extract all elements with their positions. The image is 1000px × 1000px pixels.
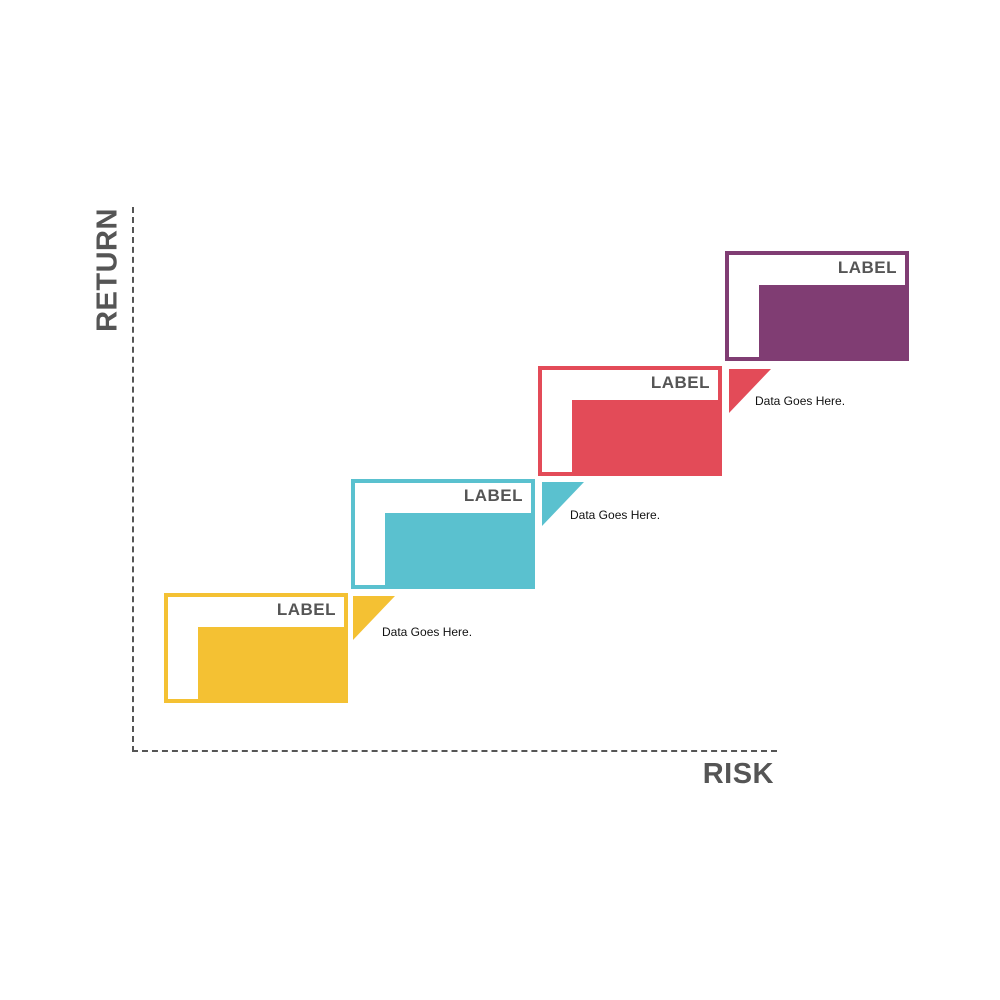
step-2-box: LABEL [351, 479, 535, 589]
step-3-label: LABEL [650, 373, 710, 392]
step-2-label: LABEL [463, 486, 523, 505]
step-1-fill [198, 627, 348, 703]
step-4-fill [759, 285, 909, 361]
y-axis-line [132, 207, 134, 752]
step-3-pointer [729, 369, 771, 413]
y-axis-label: RETURN [91, 208, 124, 332]
step-2-note: Data Goes Here. [570, 508, 661, 522]
step-4-box: LABEL [725, 251, 909, 361]
step-3-fill [572, 400, 722, 476]
x-axis-line [132, 750, 777, 752]
step-4-label: LABEL [837, 258, 897, 277]
step-3-note: Data Goes Here. [755, 394, 846, 408]
step-2-fill [385, 513, 535, 589]
step-2-pointer [542, 482, 584, 526]
step-1-box: LABEL [164, 593, 348, 703]
x-axis-label: RISK [702, 758, 774, 790]
step-1-label: LABEL [276, 600, 336, 619]
step-3-box: LABEL [538, 366, 722, 476]
step-1-note: Data Goes Here. [382, 625, 473, 639]
step-1-pointer [353, 596, 395, 640]
